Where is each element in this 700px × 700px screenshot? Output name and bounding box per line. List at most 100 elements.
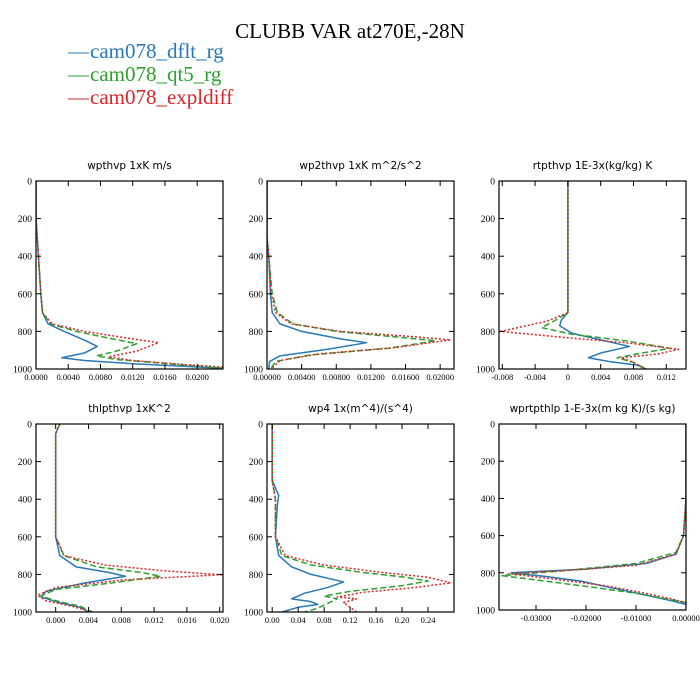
y-tick-label: 1000 xyxy=(244,609,263,619)
series-line xyxy=(540,181,672,369)
panel-title: wpthvp 1xK m/s xyxy=(87,160,172,172)
x-tick-label: 0.012 xyxy=(657,372,676,382)
y-tick-label: 600 xyxy=(249,290,264,300)
x-tick-label: 0.01600 xyxy=(392,372,420,382)
panel-title: wprtpthlp 1-E-3x(m kg K)/(s kg) xyxy=(510,403,676,415)
plot-frame xyxy=(35,180,224,370)
x-tick-label: 0.00 xyxy=(265,615,280,625)
chart-panel: thlpthvp 1xK^2 0 200 400 600 800 1000 0.000 0.00… xyxy=(13,403,229,625)
series-line xyxy=(271,424,452,612)
series-line xyxy=(40,424,162,612)
x-tick-label: 0 xyxy=(566,372,570,382)
y-tick-label: 400 xyxy=(481,495,496,505)
x-tick-label: 0.0080 xyxy=(89,372,112,382)
x-tick-label: 0.004 xyxy=(79,615,99,625)
x-tick-label: 0.008 xyxy=(624,372,643,382)
y-tick-label: 600 xyxy=(18,290,33,300)
y-tick-label: 200 xyxy=(249,215,264,225)
x-tick-label: 0.00000 xyxy=(253,372,281,382)
legend-item: — cam078_expldiff xyxy=(67,85,233,109)
y-tick-label: 0 xyxy=(258,421,263,431)
y-tick-label: 600 xyxy=(249,533,264,543)
y-tick-label: 600 xyxy=(18,533,33,543)
plot-frame xyxy=(266,180,455,370)
chart-panel: wp2thvp 1xK m^2/s^2020040060080010000.00… xyxy=(244,160,455,382)
x-tick-label: 0.20 xyxy=(395,615,410,625)
series-line xyxy=(271,424,429,612)
legend: — cam078_dflt_rg — cam078_qt5_rg — cam07… xyxy=(67,39,233,109)
series-line xyxy=(267,181,452,369)
plot-frame xyxy=(498,423,687,611)
x-tick-label: 0.0000 xyxy=(24,372,47,382)
x-tick-label: 0.00800 xyxy=(322,372,350,382)
panel-title: wp2thvp 1xK m^2/s^2 xyxy=(299,160,421,172)
x-tick-label: 0.004 xyxy=(591,372,611,382)
y-tick-label: 600 xyxy=(481,532,496,542)
y-tick-label: 400 xyxy=(18,253,33,263)
y-tick-label: 1000 xyxy=(13,366,32,376)
x-tick-label: 0.00400 xyxy=(288,372,316,382)
series-line xyxy=(510,424,686,606)
y-tick-label: 200 xyxy=(481,215,496,225)
x-tick-label: 0.12 xyxy=(343,615,358,625)
legend-line-icon: — xyxy=(67,39,90,63)
y-tick-label: 0 xyxy=(258,178,263,188)
y-tick-label: 0 xyxy=(490,178,495,188)
legend-label: cam078_dflt_rg xyxy=(90,39,224,63)
y-tick-label: 200 xyxy=(18,458,33,468)
y-tick-label: 800 xyxy=(481,328,496,338)
series-line xyxy=(271,424,345,612)
x-tick-label: -0.004 xyxy=(524,372,547,382)
panel-title: thlpthvp 1xK^2 xyxy=(88,403,171,415)
y-tick-label: 200 xyxy=(249,458,264,468)
x-tick-label: 0.020 xyxy=(210,615,229,625)
y-tick-label: 1000 xyxy=(13,609,32,619)
figure-title: CLUBB VAR at270E,-28N xyxy=(235,19,465,43)
x-tick-label: 0.0120 xyxy=(121,372,144,382)
legend-line-icon: — xyxy=(67,62,90,86)
series-line xyxy=(36,181,223,369)
x-tick-label: 0.04 xyxy=(291,615,307,625)
y-tick-label: 1000 xyxy=(476,366,495,376)
y-tick-label: 1000 xyxy=(476,607,495,617)
series-line xyxy=(40,424,127,612)
x-tick-label: 0.16 xyxy=(369,615,384,625)
legend-item: — cam078_qt5_rg xyxy=(67,62,222,86)
series-line xyxy=(36,181,223,369)
plot-frame xyxy=(498,180,687,370)
legend-label: cam078_qt5_rg xyxy=(90,62,222,86)
x-tick-label: -0.03000 xyxy=(521,613,551,623)
x-tick-label: 0.012 xyxy=(145,615,164,625)
x-tick-label: 0.08 xyxy=(317,615,332,625)
y-tick-label: 0 xyxy=(27,421,32,431)
y-tick-label: 200 xyxy=(18,215,33,225)
y-tick-label: 1000 xyxy=(244,366,263,376)
y-tick-label: 800 xyxy=(249,328,264,338)
y-tick-label: 400 xyxy=(481,253,496,263)
legend-item: — cam078_dflt_rg xyxy=(67,39,224,63)
x-tick-label: 0.24 xyxy=(421,615,437,625)
x-tick-label: 0.016 xyxy=(177,615,196,625)
chart-panel: rtpthvp 1E-3x(kg/kg) K02004006008001000-… xyxy=(476,160,687,382)
plot-frame xyxy=(35,423,224,613)
x-tick-label: -0.02000 xyxy=(571,613,601,623)
x-tick-label: 0.0040 xyxy=(57,372,80,382)
series-line xyxy=(267,181,368,369)
x-tick-label: 0.00000 xyxy=(672,613,700,623)
y-tick-label: 0 xyxy=(27,178,32,188)
x-tick-label: 0.01200 xyxy=(357,372,385,382)
x-tick-label: 0.0160 xyxy=(153,372,176,382)
x-tick-label: 0.008 xyxy=(112,615,131,625)
x-tick-label: 0.0200 xyxy=(186,372,209,382)
series-line xyxy=(499,181,680,369)
y-tick-label: 800 xyxy=(18,328,33,338)
x-tick-label: 0.000 xyxy=(46,615,65,625)
y-tick-label: 400 xyxy=(249,253,264,263)
legend-label: cam078_expldiff xyxy=(90,85,233,109)
series-line xyxy=(507,424,686,604)
legend-line-icon: — xyxy=(67,85,90,109)
